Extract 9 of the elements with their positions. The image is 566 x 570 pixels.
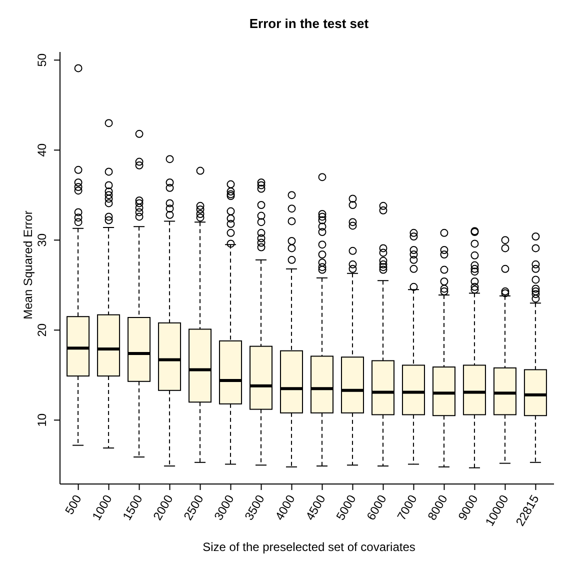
y-tick-label: 30 (35, 233, 49, 247)
chart-title: Error in the test set (248, 16, 370, 31)
y-tick-label: 40 (35, 143, 49, 157)
x-tick-label: 500 (62, 492, 85, 517)
y-tick-label: 20 (35, 323, 49, 337)
y-axis-title: Mean Squared Error (21, 210, 35, 320)
y-tick-label: 50 (35, 53, 49, 67)
x-axis-title: Size of the preselected set of covariates (202, 540, 416, 554)
y-tick-label: 10 (35, 413, 49, 427)
